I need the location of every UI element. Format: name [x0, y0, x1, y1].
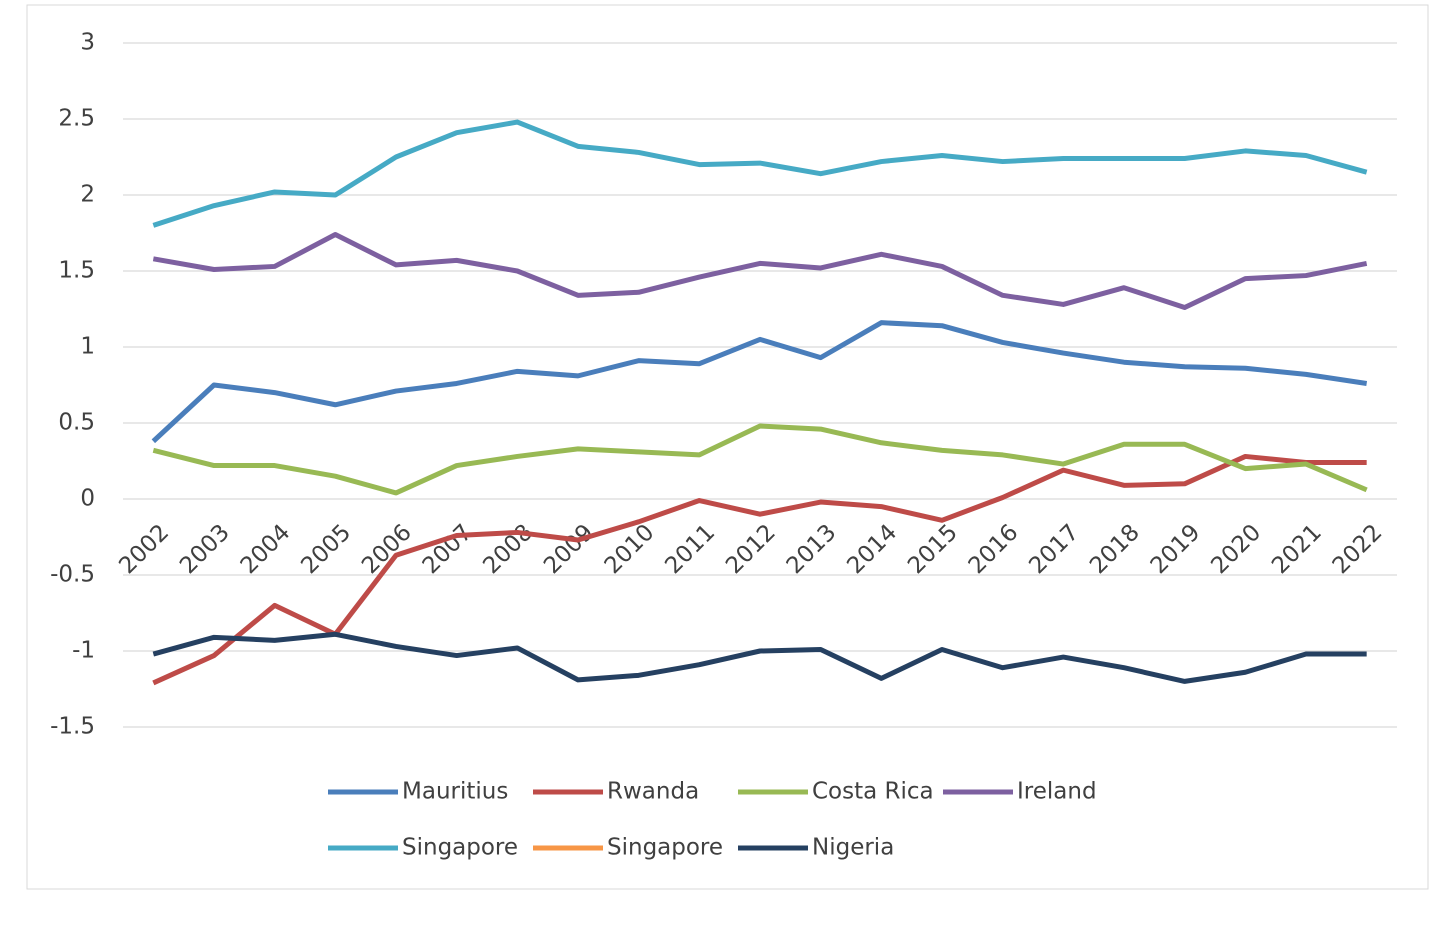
y-tick-label: 0.5: [58, 410, 95, 436]
series-line: [152, 423, 1368, 496]
y-tick-label: 2: [80, 182, 95, 208]
y-tick-label: 1.5: [58, 258, 95, 284]
y-tick-label: -1.5: [50, 714, 95, 740]
legend-label: Nigeria: [812, 835, 894, 861]
y-tick-label: -0.5: [50, 562, 95, 588]
series-line: [152, 453, 1367, 686]
legend-label: Rwanda: [607, 779, 699, 805]
series-line: [152, 232, 1368, 310]
legend-label: Costa Rica: [812, 779, 934, 805]
series-line: [151, 320, 1368, 444]
legend-label: Singapore: [607, 835, 723, 861]
legend-label: Mauritius: [402, 779, 508, 805]
y-tick-label: 1: [80, 334, 95, 360]
y-tick-label: 3: [80, 30, 95, 56]
legend-label: Singapore: [402, 835, 518, 861]
series-line: [152, 631, 1367, 684]
chart-border: [26, 4, 1429, 890]
y-tick-label: -1: [72, 638, 95, 664]
series-line: [152, 119, 1368, 228]
legend-label: Ireland: [1017, 779, 1097, 805]
y-tick-label: 0: [80, 486, 95, 512]
y-tick-label: 2.5: [58, 106, 95, 132]
